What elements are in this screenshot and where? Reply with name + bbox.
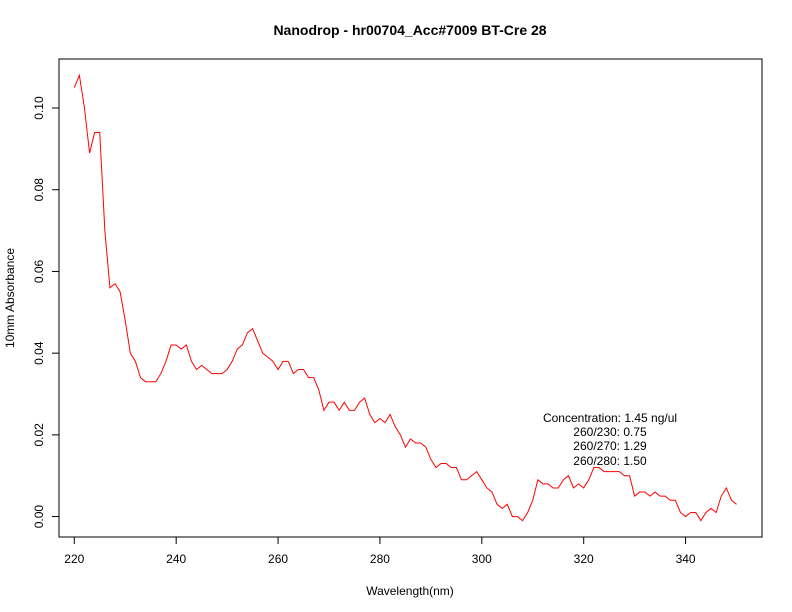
annotation-block: Concentration: 1.45 ng/ul 260/230: 0.75 …: [543, 411, 677, 468]
y-axis: 0.00 0.02 0.04 0.06 0.08 0.10: [32, 96, 60, 529]
y-tick-label: 0.00: [32, 505, 46, 529]
x-axis-label: Wavelength(nm): [366, 584, 454, 598]
absorbance-series-line: [73, 73, 737, 522]
x-tick-label: 280: [370, 552, 390, 566]
y-tick-label: 0.08: [32, 178, 46, 202]
plot-frame: [58, 58, 763, 538]
annotation-concentration: Concentration: 1.45 ng/ul: [543, 411, 677, 425]
x-tick-label: 260: [268, 552, 288, 566]
x-tick-label: 300: [472, 552, 492, 566]
y-tick-label: 0.10: [32, 96, 46, 120]
x-tick-label: 220: [64, 552, 84, 566]
annotation-ratio-260-270: 260/270: 1.29: [573, 439, 647, 453]
x-tick-label: 240: [166, 552, 186, 566]
chart-title: Nanodrop - hr00704_Acc#7009 BT-Cre 28: [273, 22, 546, 38]
x-tick-label: 320: [574, 552, 594, 566]
annotation-ratio-260-230: 260/230: 0.75: [573, 425, 647, 439]
y-axis-label: 10mm Absorbance: [3, 248, 17, 348]
y-tick-label: 0.06: [32, 259, 46, 283]
y-tick-label: 0.02: [32, 423, 46, 447]
x-axis: 220 240 260 280 300 320 340: [64, 536, 696, 566]
x-tick-label: 340: [676, 552, 696, 566]
y-tick-label: 0.04: [32, 341, 46, 365]
annotation-ratio-260-280: 260/280: 1.50: [573, 454, 647, 468]
